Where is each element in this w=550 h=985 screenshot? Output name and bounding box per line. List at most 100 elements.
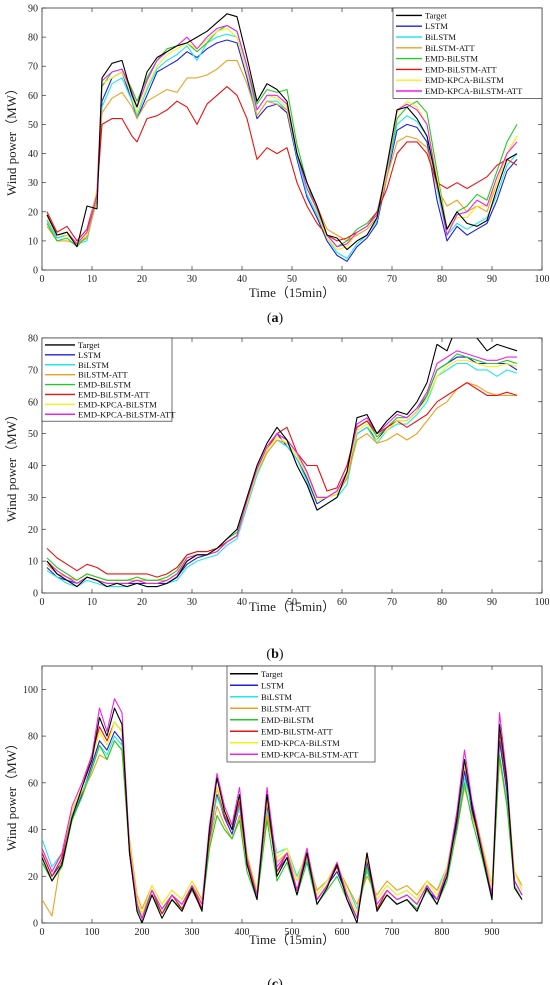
series-group: [46, 13, 518, 262]
y-tick-label: 20: [28, 872, 38, 883]
y-axis-label: Wind power（MW）: [4, 737, 19, 851]
legend-label: BiLSTM: [78, 360, 109, 370]
legend-label: EMD-BiLSTM-ATT: [78, 389, 150, 399]
caption-close: ): [279, 311, 284, 326]
y-tick-label: 20: [28, 525, 38, 536]
x-tick-label: 50: [287, 274, 297, 285]
x-axis-label: Time（15min）: [249, 599, 335, 614]
legend-label: EMD-BiLSTM-ATT: [425, 64, 497, 74]
series-line-emd-bilstm-att: [46, 382, 518, 578]
legend-label: BiLSTM-ATT: [78, 370, 128, 380]
series-line-target: [46, 13, 518, 251]
series-line-emd-kpca-bilstm-att: [46, 350, 517, 584]
legend-label: Target: [261, 669, 283, 679]
x-tick-label: 40: [237, 274, 247, 285]
x-tick-label: 60: [337, 597, 347, 608]
x-tick-label: 900: [485, 927, 500, 938]
series-line-target: [46, 338, 518, 588]
y-tick-label: 50: [28, 120, 38, 131]
series-line-bilstm: [42, 735, 523, 915]
x-tick-label: 10: [87, 597, 97, 608]
x-tick-label: 80: [437, 274, 447, 285]
y-tick-label: 50: [28, 429, 38, 440]
x-tick-label: 90: [487, 274, 497, 285]
series-group: [42, 698, 523, 923]
legend-label: LSTM: [78, 350, 101, 360]
caption-open: (: [266, 647, 271, 662]
panel-caption: (b): [266, 647, 283, 662]
legend-label: BiLSTM-ATT: [261, 703, 311, 713]
x-tick-label: 10: [87, 274, 97, 285]
legend-label: EMD-BiLSTM: [261, 715, 314, 725]
legend-label: EMD-KPCA-BiLSTM: [261, 738, 340, 748]
y-tick-label: 90: [28, 4, 38, 15]
x-tick-label: 100: [85, 927, 100, 938]
y-tick-label: 30: [28, 493, 38, 504]
x-tick-label: 700: [385, 927, 400, 938]
caption-open: (: [267, 977, 272, 985]
series-line-bilstm-att: [42, 740, 523, 917]
series-line-target: [42, 707, 523, 923]
y-tick-label: 40: [28, 825, 38, 836]
y-tick-label: 80: [28, 334, 38, 345]
x-tick-label: 20: [137, 274, 147, 285]
legend-label: EMD-BiLSTM-ATT: [261, 726, 333, 736]
x-axis-label: Time（15min）: [249, 932, 335, 947]
x-tick-label: 30: [187, 274, 197, 285]
chart-panel-a: 0 10 20 30 40 50 60 70 80 90 100 0 10 20 30 40 50 60 70 80 9…: [4, 4, 550, 327]
caption-letter: b: [271, 647, 279, 662]
legend-label: EMD-BiLSTM: [78, 380, 131, 390]
y-tick-label: 80: [28, 732, 38, 743]
legend-label: EMD-BiLSTM: [425, 54, 478, 64]
y-axis-label: Wind power（MW）: [4, 408, 19, 522]
series-line-bilstm-att: [46, 59, 518, 245]
caption-letter: c: [272, 977, 278, 985]
x-tick-label: 0: [40, 927, 45, 938]
series-line-emd-bilstm-att: [46, 86, 518, 242]
y-tick-label: 70: [28, 365, 38, 376]
series-line-emd-kpca-bilstm-att: [42, 698, 523, 919]
x-tick-label: 500: [285, 927, 300, 938]
x-tick-label: 50: [287, 597, 297, 608]
legend-box: [392, 7, 543, 99]
y-tick-label: 80: [28, 33, 38, 44]
panel-caption: (a): [267, 311, 284, 326]
x-tick-label: 100: [535, 597, 550, 608]
x-tick-label: 0: [40, 597, 45, 608]
x-tick-label: 60: [337, 274, 347, 285]
x-tick-label: 70: [387, 274, 397, 285]
y-tick-label: 10: [28, 236, 38, 247]
caption-open: (: [267, 311, 272, 326]
caption-close: ): [279, 647, 284, 662]
y-tick-label: 60: [28, 778, 38, 789]
y-tick-label: 0: [33, 919, 38, 930]
legend-label: EMD-KPCA-BiLSTM-ATT: [78, 409, 176, 419]
x-tick-label: 80: [437, 597, 447, 608]
legend-label: EMD-KPCA-BiLSTM-ATT: [425, 86, 523, 96]
x-axis-label: Time（15min）: [249, 285, 335, 300]
series-group: [46, 338, 518, 588]
legend-label: EMD-KPCA-BiLSTM: [425, 75, 504, 85]
y-tick-label: 60: [28, 91, 38, 102]
y-tick-label: 40: [28, 149, 38, 160]
x-tick-label: 600: [335, 927, 350, 938]
caption-close: ): [278, 977, 283, 985]
series-line-emd-bilstm: [42, 740, 523, 919]
legend-label: LSTM: [261, 680, 284, 690]
y-tick-label: 20: [28, 207, 38, 218]
y-axis-label: Wind power（MW）: [4, 82, 19, 196]
y-tick-label: 0: [33, 589, 38, 600]
x-tick-label: 30: [187, 597, 197, 608]
series-line-emd-kpca-bilstm: [46, 27, 518, 251]
panel-caption: (c): [267, 977, 283, 985]
x-tick-label: 400: [235, 927, 250, 938]
legend-box: [41, 337, 173, 422]
legend-label: EMD-KPCA-BiLSTM: [78, 399, 157, 409]
y-tick-label: 10: [28, 557, 38, 568]
legend-label: BiLSTM: [261, 692, 292, 702]
caption-letter: a: [272, 311, 279, 326]
legend-label: EMD-KPCA-BiLSTM-ATT: [261, 749, 359, 759]
legend-label: Target: [78, 340, 100, 350]
y-tick-label: 60: [28, 397, 38, 408]
legend-label: LSTM: [425, 21, 448, 31]
